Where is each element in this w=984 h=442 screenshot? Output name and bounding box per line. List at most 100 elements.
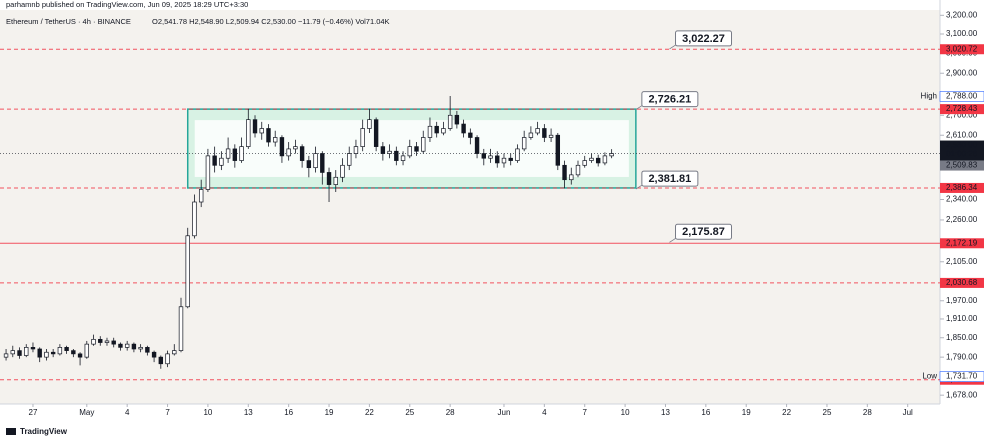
candle-body <box>569 174 574 181</box>
marker-value: 1,731.70 <box>946 372 978 381</box>
marker-name: Low <box>922 372 937 381</box>
candle-body <box>595 157 601 164</box>
symbol: Ethereum / TetherUS · 4h · BINANCE <box>6 17 131 26</box>
x-tick-label: 16 <box>701 408 710 417</box>
x-tick-label: 7 <box>582 408 587 417</box>
candle-body <box>333 176 338 185</box>
candle-body <box>474 137 480 154</box>
candle-body <box>373 119 379 147</box>
candle-body <box>165 353 170 365</box>
candle-body <box>589 157 594 161</box>
y-tick-label: 2,610.00 <box>946 130 978 139</box>
candle-body <box>77 353 83 358</box>
level-axis-label: 2,030.68 <box>946 278 978 287</box>
candle-body <box>286 148 291 157</box>
candle-body <box>192 201 197 237</box>
candle-body <box>198 189 204 203</box>
candle-body <box>447 114 453 129</box>
callout-label: 2,175.87 <box>682 226 725 238</box>
marker-name: High <box>921 92 937 101</box>
x-tick-label: 13 <box>661 408 670 417</box>
candle-body <box>205 155 211 190</box>
candle-body <box>347 153 352 166</box>
y-tick-label: 1,790.00 <box>946 352 978 361</box>
level-axis-label: 2,386.34 <box>946 183 978 192</box>
candle-body <box>212 155 217 166</box>
candle-body <box>434 125 439 134</box>
x-tick-label: 10 <box>621 408 630 417</box>
candle-body <box>239 146 244 161</box>
x-tick-label: 10 <box>203 408 212 417</box>
candle-body <box>185 235 190 308</box>
callout-box <box>641 91 699 108</box>
candle-body <box>71 350 76 355</box>
candle-body <box>64 347 69 351</box>
candle-body <box>582 160 587 166</box>
candle-body <box>84 343 90 358</box>
x-tick-label: 19 <box>742 408 751 417</box>
publisher: parhamnb published on TradingView.com, J… <box>6 0 248 9</box>
candle-body <box>575 164 581 176</box>
candle-body <box>3 353 9 358</box>
candle-body <box>555 134 561 166</box>
candle-body <box>488 155 493 159</box>
x-tick-label: 7 <box>165 408 170 417</box>
candle-body <box>387 150 392 154</box>
candle-body <box>320 153 325 173</box>
y-tick-label: 2,340.00 <box>946 195 978 204</box>
candle-body <box>495 155 500 164</box>
x-tick-label: May <box>79 408 94 417</box>
y-tick-label: 1,678.00 <box>946 390 978 399</box>
y-tick-label: 2,900.00 <box>946 68 978 77</box>
candle-body <box>313 153 318 169</box>
x-tick-label: 13 <box>244 408 253 417</box>
candle-body <box>501 157 507 164</box>
level-axis-label: 2,728.43 <box>946 104 978 113</box>
candle-body <box>407 146 412 157</box>
callout-box <box>675 30 733 47</box>
candle-body <box>535 128 540 134</box>
x-tick-label: 22 <box>782 408 791 417</box>
x-tick-label: Jul <box>903 408 913 417</box>
candle-body <box>10 350 15 355</box>
candle-body <box>145 347 150 353</box>
candle-body <box>353 146 359 154</box>
candle-body <box>219 157 224 166</box>
candle-body <box>259 128 264 134</box>
candle-body <box>232 148 238 161</box>
y-tick-label: 2,260.00 <box>946 215 978 224</box>
candle-body <box>340 164 345 178</box>
candle-body <box>111 340 116 345</box>
level-axis-tag <box>940 104 984 115</box>
marker-value: 2,788.00 <box>946 92 978 101</box>
candle-body <box>124 343 130 348</box>
level-axis-label: 3,020.72 <box>946 44 978 53</box>
candle-body <box>50 351 56 355</box>
candle-body <box>515 148 520 161</box>
candle-body <box>468 132 473 138</box>
candle-body <box>414 146 419 152</box>
candle-body <box>306 160 312 169</box>
candle-body <box>37 348 42 358</box>
candle-body <box>427 125 433 138</box>
candle-body <box>542 128 547 138</box>
candle-body <box>131 343 137 350</box>
y-tick-label: 1,850.00 <box>946 333 978 342</box>
candle-body <box>602 155 608 164</box>
prev-close-label: 2,509.83 <box>946 161 978 170</box>
countdown-label: 01:00:28 <box>946 150 978 159</box>
candle-body <box>380 146 386 154</box>
candle-body <box>104 340 110 343</box>
candle-body <box>91 338 96 345</box>
candle-body <box>57 347 63 355</box>
x-tick-label: 28 <box>446 408 455 417</box>
last-price-tag <box>940 140 984 161</box>
candle-body <box>461 123 466 134</box>
last-price-label: 2,530.00 <box>946 141 978 150</box>
candle-body <box>326 172 332 185</box>
candle-body <box>481 153 486 159</box>
candle-body <box>178 306 184 351</box>
y-tick-label: 3,200.00 <box>946 10 978 19</box>
candle-body <box>98 338 103 343</box>
prev-close-tag <box>940 160 984 171</box>
